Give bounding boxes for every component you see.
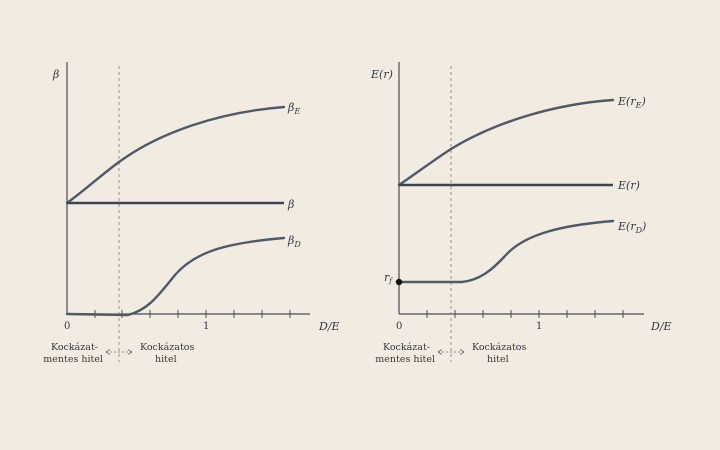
rf-label: rf [384,271,393,285]
left-x-ticks [94,310,291,318]
left-caption-risky-2: hitel [155,354,177,365]
right-caption-risky-2: hitel [487,354,509,365]
right-x-tick-1: 1 [536,321,542,332]
left-caption-riskfree-2: mentes hitel [43,354,103,365]
right-caption-riskfree-2: mentes hitel [375,354,435,365]
rf-dot [395,278,403,286]
e-re-curve [397,98,615,187]
beta-label: β [287,198,294,211]
right-x-ticks [426,310,624,318]
beta-d-curve [65,236,286,317]
beta-e-curve [65,105,286,205]
beta-d-label: βD [287,234,301,249]
left-panel: β D/E 0 1 βE β βD Kockázat- mentes hitel… [43,62,340,365]
beta-e-label: βE [287,101,300,116]
left-double-arrow [105,349,133,355]
e-rd-curve [397,219,615,284]
left-caption-risky-1: Kockázatos [140,342,195,353]
right-y-axis-label: E(r) [370,68,393,81]
left-x-tick-0: 0 [64,321,70,332]
right-double-arrow [437,349,465,355]
right-panel: E(r) D/E 0 1 E(rE) E(r) E(rD) rf Kockáza… [370,62,672,365]
right-caption-riskfree-1: Kockázat- [383,342,430,353]
e-rd-label: E(rD) [617,220,646,235]
left-y-axis-label: β [52,68,59,81]
left-x-axis-label: D/E [318,320,340,333]
e-r-label: E(r) [617,179,640,192]
left-caption-riskfree-1: Kockázat- [51,342,98,353]
right-caption-risky-1: Kockázatos [472,342,527,353]
right-x-tick-0: 0 [396,321,402,332]
e-re-label: E(rE) [617,95,646,110]
right-x-axis-label: D/E [650,320,672,333]
left-x-tick-1: 1 [203,321,209,332]
